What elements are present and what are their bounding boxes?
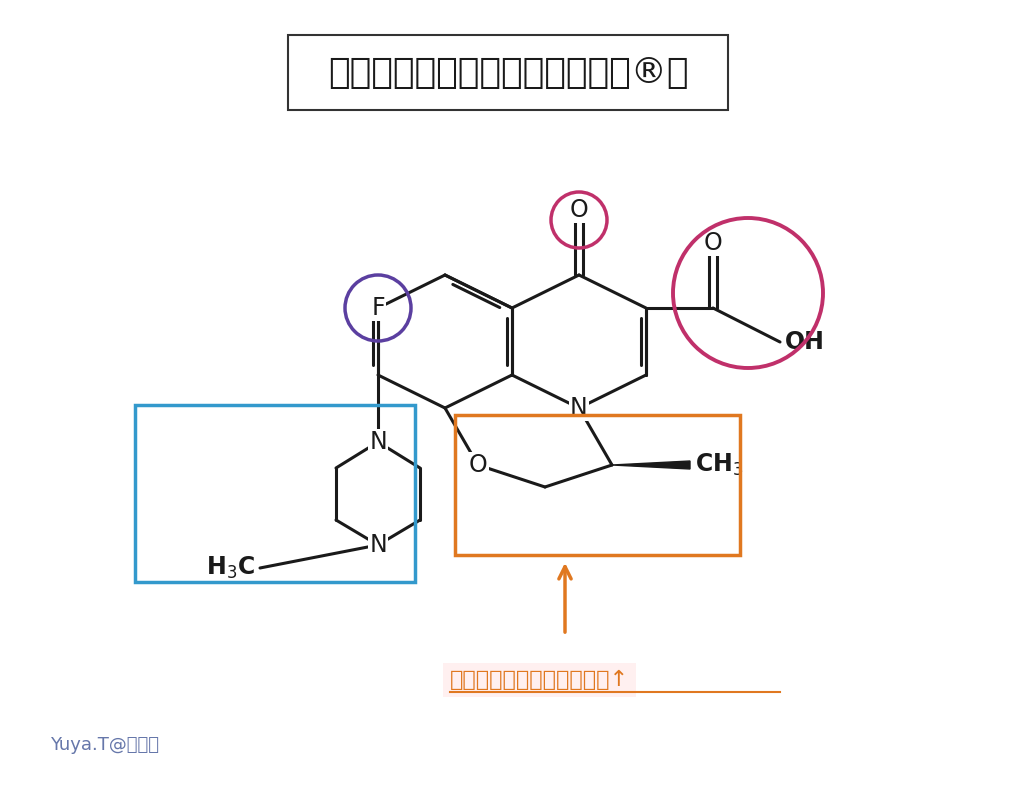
Text: グラム陽性菌への抗菌活性↑: グラム陽性菌への抗菌活性↑ — [450, 670, 629, 690]
Polygon shape — [612, 461, 690, 469]
Text: N: N — [570, 396, 588, 420]
Text: N: N — [369, 533, 387, 557]
Text: H$_3$C: H$_3$C — [206, 555, 255, 581]
Text: F: F — [371, 296, 385, 320]
Text: Yuya.T@薄劑師: Yuya.T@薄劑師 — [50, 736, 159, 754]
Text: O: O — [469, 453, 487, 477]
Text: O: O — [569, 198, 589, 222]
Text: レボフロキサシン（クラビット®）: レボフロキサシン（クラビット®） — [328, 56, 688, 90]
Text: CH$_3$: CH$_3$ — [695, 452, 743, 478]
Text: N: N — [369, 430, 387, 454]
Polygon shape — [288, 35, 728, 110]
Text: OH: OH — [785, 330, 825, 354]
Text: O: O — [703, 231, 722, 255]
